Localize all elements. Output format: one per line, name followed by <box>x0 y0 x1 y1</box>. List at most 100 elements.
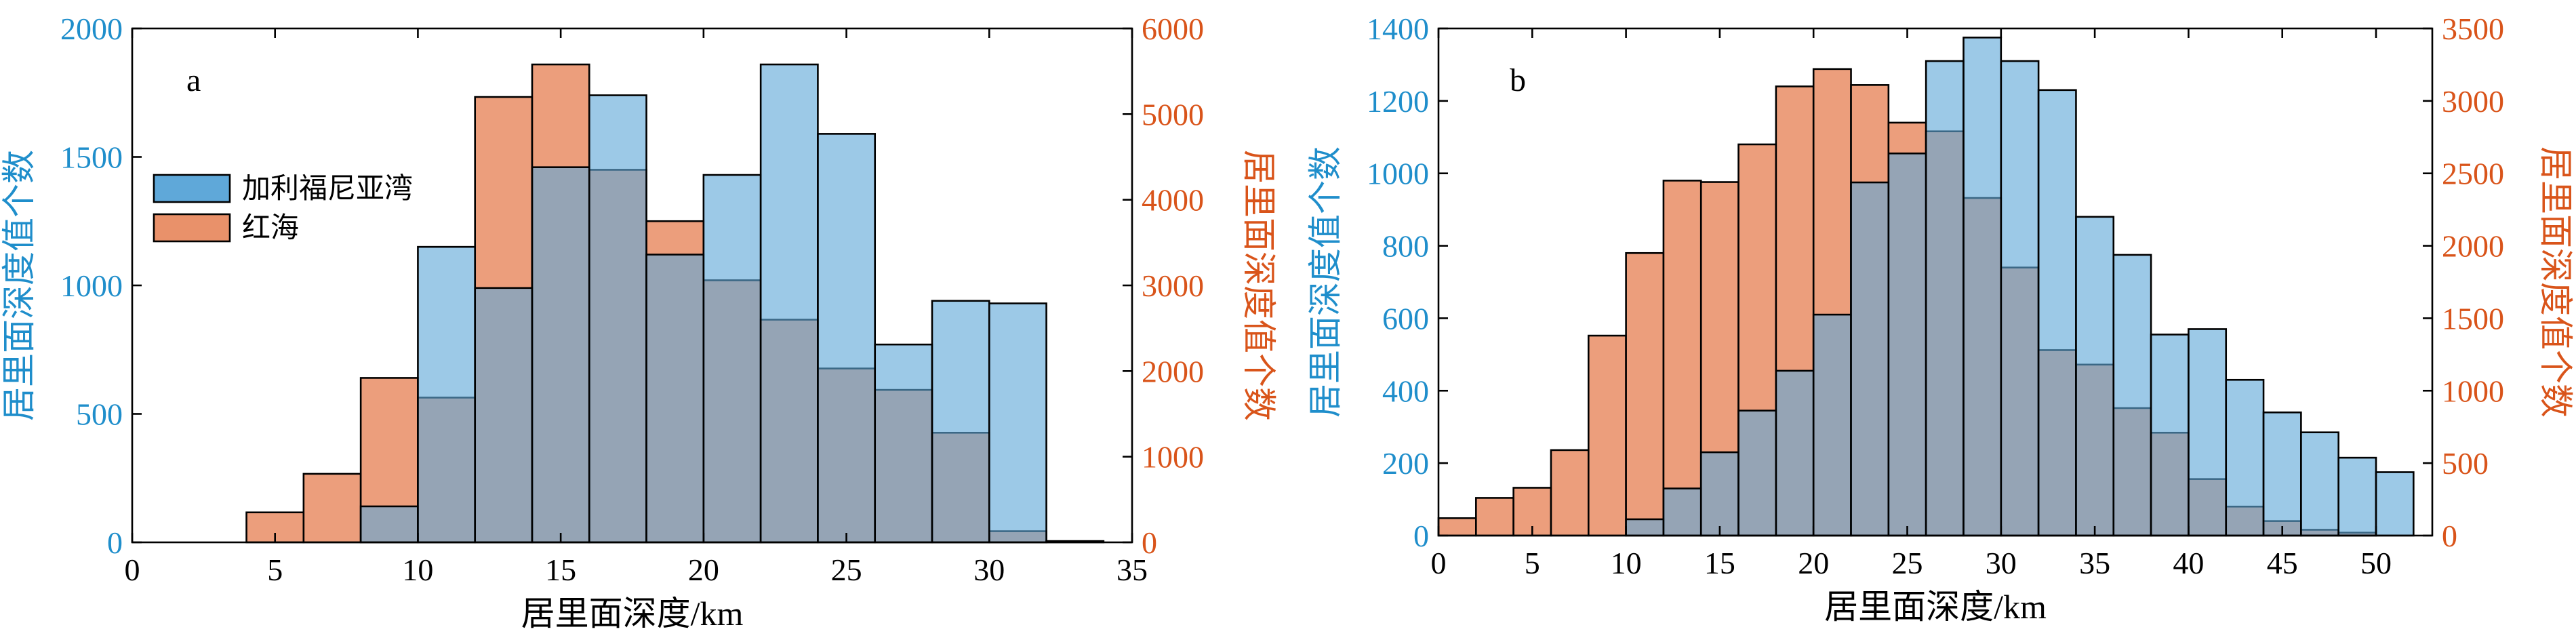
x-axis-label: 居里面深度/km <box>521 595 744 633</box>
y-left-tick-label-1: 500 <box>76 397 123 432</box>
y-left-tick-label-3: 600 <box>1382 301 1429 336</box>
gulf-bar-8 <box>702 174 762 544</box>
gulf-bar-20 <box>2375 471 2415 537</box>
redsea-bar-1 <box>1475 497 1514 537</box>
gulf-bar-18 <box>2300 431 2339 537</box>
x-tick-label-1: 5 <box>267 553 283 587</box>
legend-swatch-redsea <box>153 213 231 243</box>
x-tick-label-7: 35 <box>1116 553 1148 587</box>
y-left-tick-label-2: 1000 <box>60 268 123 303</box>
x-tick-label-8: 40 <box>2173 546 2204 580</box>
x-tick-label-5: 25 <box>1892 546 1923 580</box>
y-right-axis-label: 居里面深度值个数 <box>2537 146 2575 418</box>
gulf-bar-9 <box>759 63 819 544</box>
gulf-bar-16 <box>2225 378 2265 537</box>
y-right-tick-label-0: 0 <box>1142 525 1157 560</box>
gulf-bar-0 <box>1625 518 1665 537</box>
gulf-bar-6 <box>1850 181 1890 537</box>
gulf-bar-4 <box>1775 369 1815 537</box>
x-tick-label-9: 45 <box>2267 546 2298 580</box>
y-right-tick-label-6: 3000 <box>2442 84 2504 119</box>
y-left-tick-label-4: 800 <box>1382 229 1429 264</box>
x-tick-label-1: 5 <box>1525 546 1540 580</box>
gulf-bar-13 <box>988 302 1047 544</box>
panel-label: a <box>186 62 201 98</box>
y-left-tick-label-2: 400 <box>1382 374 1429 408</box>
gulf-bar-3 <box>1737 409 1777 537</box>
gulf-bar-13 <box>2112 254 2152 537</box>
x-tick-label-6: 30 <box>973 553 1005 587</box>
y-right-tick-label-4: 4000 <box>1142 183 1204 218</box>
redsea-bar-6 <box>1662 180 1702 537</box>
y-left-tick-label-6: 1200 <box>1367 84 1429 119</box>
y-left-tick-label-7: 1400 <box>1367 12 1429 46</box>
gulf-bar-9 <box>1963 37 2003 537</box>
gulf-bar-11 <box>2037 89 2077 537</box>
y-right-tick-label-6: 6000 <box>1142 12 1204 46</box>
y-right-tick-label-0: 0 <box>2442 519 2457 553</box>
legend-label-gulf: 加利福尼亚湾 <box>242 173 413 205</box>
plot-frame <box>1437 27 2434 537</box>
gulf-bar-1 <box>1662 487 1702 537</box>
panel-b: 0 5 10 15 20 25 30 35 40 45 5002004006008001000120… <box>1306 12 2575 626</box>
gulf-bar-3 <box>417 245 477 544</box>
y-left-axis-label: 居里面深度值个数 <box>1306 146 1344 418</box>
gulf-bar-2 <box>1699 451 1739 537</box>
y-right-tick-label-1: 1000 <box>1142 440 1204 475</box>
gulf-bar-6 <box>588 94 647 544</box>
gulf-bar-19 <box>2337 456 2377 537</box>
y-right-tick-label-4: 2000 <box>2442 229 2504 264</box>
x-axis-label: 居里面深度/km <box>1824 588 2047 626</box>
redsea-bar-3 <box>1550 449 1590 537</box>
gulf-bar-8 <box>1925 60 1965 537</box>
x-tick-label-4: 20 <box>688 553 719 587</box>
y-right-tick-label-3: 3000 <box>1142 268 1204 303</box>
gulf-bar-12 <box>2075 216 2115 537</box>
x-tick-label-10: 50 <box>2360 546 2392 580</box>
gulf-bar-17 <box>2262 412 2302 537</box>
y-right-tick-label-5: 2500 <box>2442 157 2504 191</box>
legend-label-redsea: 红海 <box>242 213 299 244</box>
y-left-tick-label-1: 200 <box>1382 446 1429 481</box>
y-right-axis-label: 居里面深度值个数 <box>1240 150 1278 421</box>
redsea-bar-0 <box>1437 517 1477 537</box>
gulf-bar-2 <box>359 505 419 544</box>
redsea-bar-4 <box>1587 334 1627 537</box>
y-left-axis-label: 居里面深度值个数 <box>0 150 38 421</box>
gulf-bar-14 <box>2150 334 2190 537</box>
gulf-bar-5 <box>531 166 590 544</box>
gulf-bar-12 <box>931 300 990 544</box>
legend-swatch-gulf <box>153 174 231 203</box>
x-tick-label-0: 0 <box>125 553 140 587</box>
y-right-tick-label-5: 5000 <box>1142 97 1204 132</box>
y-left-tick-label-0: 0 <box>1413 519 1429 553</box>
y-right-tick-label-1: 500 <box>2442 446 2489 481</box>
gulf-bar-4 <box>474 287 534 544</box>
panel-a: 0 5 10 15 20 25 30 3505001000150020000100020003… <box>0 12 1278 633</box>
y-right-tick-label-3: 1500 <box>2442 301 2504 336</box>
gulf-bar-11 <box>874 343 933 544</box>
x-tick-label-2: 10 <box>402 553 433 587</box>
gulf-bar-10 <box>2000 60 2040 537</box>
x-tick-label-0: 0 <box>1431 546 1447 580</box>
gulf-bar-15 <box>2188 328 2228 537</box>
x-tick-label-7: 35 <box>2079 546 2110 580</box>
y-right-tick-label-2: 1000 <box>2442 374 2504 408</box>
gulf-bar-7 <box>645 254 705 544</box>
x-tick-label-4: 20 <box>1798 546 1829 580</box>
redsea-bar-5 <box>1625 252 1665 537</box>
x-tick-label-6: 30 <box>1986 546 2017 580</box>
panel-label: b <box>1510 62 1526 98</box>
gulf-bar-5 <box>1812 313 1852 537</box>
x-tick-label-3: 15 <box>1704 546 1735 580</box>
y-left-tick-label-3: 1500 <box>60 140 123 175</box>
y-right-tick-label-2: 2000 <box>1142 354 1204 388</box>
gulf-bar-7 <box>1887 153 1927 537</box>
y-right-tick-label-7: 3500 <box>2442 12 2504 46</box>
y-left-tick-label-0: 0 <box>107 525 123 560</box>
x-tick-label-3: 15 <box>545 553 576 587</box>
y-left-tick-label-4: 2000 <box>60 12 123 46</box>
